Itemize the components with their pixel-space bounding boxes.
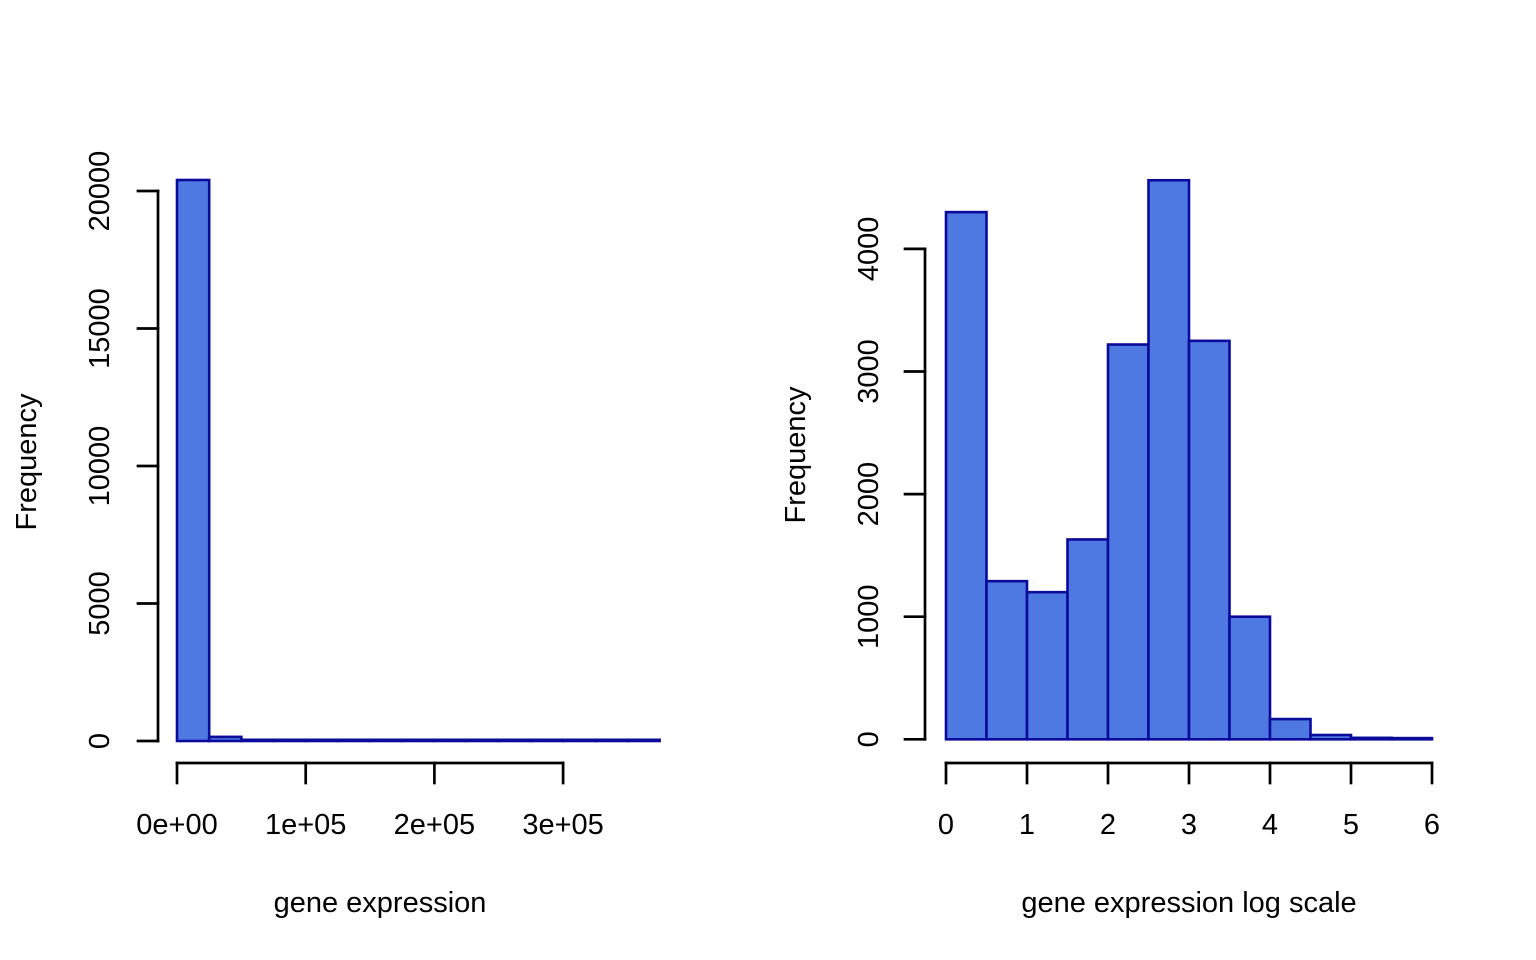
histogram-bar [1066,538,1110,741]
y-tick-label: 0 [853,731,885,747]
histogram-bar [1390,736,1434,741]
y-tick-label: 2000 [853,462,885,527]
histogram-bar [593,738,629,743]
y-tick-label: 4000 [853,217,885,282]
histogram-bar [304,738,340,743]
x-tick-label: 2e+05 [394,809,475,841]
y-axis-title: Frequency [11,393,43,531]
histogram-bar [336,738,372,743]
histogram-panel-linear: 0 5000 10000 15000 20000 0e+00 1e+05 2e+05 3e+05… [11,151,661,919]
x-tick-label: 1e+05 [265,809,346,841]
x-tick-label: 4 [1262,809,1278,841]
histogram-bar [1228,615,1272,741]
x-tick-label: 3e+05 [522,809,603,841]
x-tick-label: 3 [1181,809,1197,841]
x-tick-label: 0e+00 [136,809,217,841]
histogram-bar [207,735,243,743]
histogram-bar [497,738,533,743]
y-tick-label: 0 [84,733,116,749]
histogram-bar [944,210,988,741]
histogram-bar [175,178,211,743]
histogram-bar [529,738,565,743]
y-tick-label: 10000 [84,426,116,507]
x-axis-title: gene expression log scale [1021,887,1356,919]
y-tick-label: 20000 [84,151,116,232]
histogram-bar [465,738,501,743]
histogram-panel-log: 0 1000 2000 3000 4000 0 1 2 3 4 5 6 gene expression … [780,178,1440,919]
histogram-bar [240,738,275,743]
y-tick-label: 3000 [853,339,885,404]
x-tick-label: 5 [1343,809,1359,841]
histogram-bar [1349,736,1393,741]
histogram-bar [1309,733,1353,741]
histogram-bar [1147,178,1191,741]
x-tick-label: 6 [1424,809,1440,841]
y-tick-label: 5000 [84,571,116,636]
x-tick-label: 1 [1019,809,1035,841]
histogram-bar [272,738,307,743]
y-tick-label: 15000 [84,288,116,369]
histogram-bar [433,738,468,743]
histogram-bar [1187,339,1231,741]
histogram-bar [368,738,404,743]
histogram-bar [400,738,436,743]
histogram-bar [1025,590,1069,741]
y-axis-title: Frequency [780,386,812,524]
histogram-bar [626,738,661,743]
histogram-bar [561,738,597,743]
histogram-bar [1268,717,1312,741]
x-tick-label: 0 [938,809,954,841]
x-tick-label: 2 [1100,809,1116,841]
y-tick-label: 1000 [853,584,885,649]
x-axis-title: gene expression [274,887,487,919]
histogram-bar [1106,343,1150,741]
histogram-bar [985,579,1029,741]
